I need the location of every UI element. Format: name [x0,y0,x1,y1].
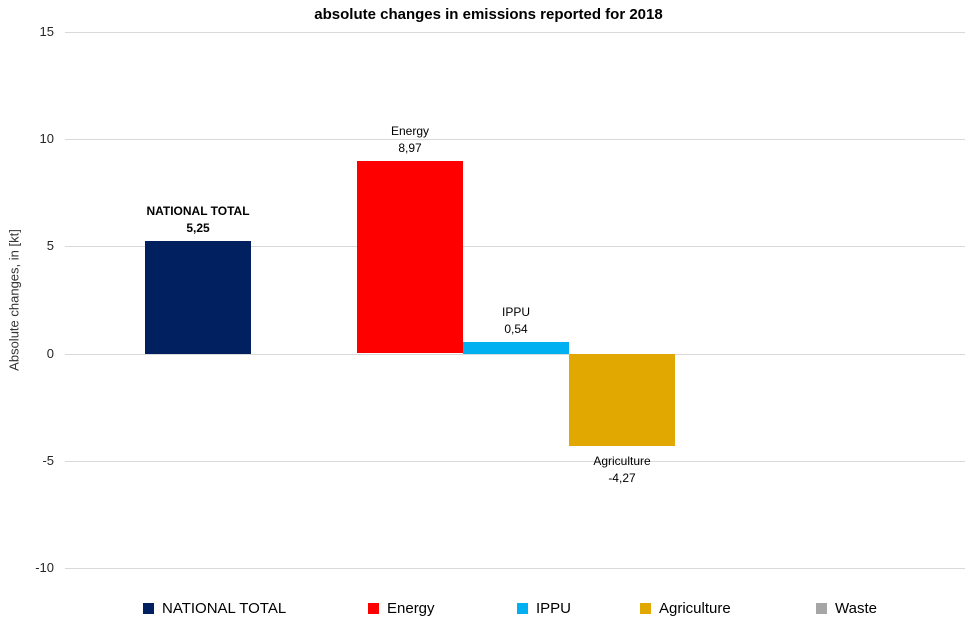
legend-item-waste: Waste [816,597,877,619]
legend-swatch-icon [517,602,528,614]
bar-ippu [463,342,569,354]
gridline-y10 [65,139,965,140]
y-tick-label: -10 [35,560,54,575]
bar-agriculture [569,354,675,446]
bar-national-total [145,241,251,354]
y-tick-label: 15 [39,24,54,39]
bar-label-2: IPPU 0,54 [416,304,616,338]
bar-category-label: Energy [390,124,430,138]
gridline-y15 [65,32,965,33]
legend-item-ippu: IPPU [517,597,571,619]
gridline-y-10 [65,568,965,569]
gridline-y5 [65,246,965,247]
y-tick-label: 10 [39,131,54,146]
gridline-y-5 [65,461,965,462]
legend-swatch-icon [143,602,154,614]
bar-value-label: 8,97 [398,141,422,155]
legend-label: Energy [387,599,435,617]
legend-label: Waste [835,599,877,617]
bar-value-label: 5,25 [186,221,210,235]
y-tick-label: -5 [42,453,54,468]
bar-category-label: NATIONAL TOTAL [146,204,250,218]
gridline-y0 [65,354,965,355]
bar-energy [357,161,463,353]
legend-label: NATIONAL TOTAL [162,599,287,617]
bar-value-label: -4,27 [608,471,636,485]
legend-item-energy: Energy [368,597,435,619]
legend-swatch-icon [368,602,379,614]
y-tick-label: 0 [46,346,54,361]
legend-label: Agriculture [659,599,731,617]
bar-category-label: IPPU [501,305,530,319]
legend-swatch-icon [816,602,827,614]
legend-swatch-icon [640,602,651,614]
bar-label-3: Agriculture -4,27 [522,453,722,487]
legend-item-agriculture: Agriculture [640,597,731,619]
bar-value-label: 0,54 [504,322,528,336]
y-tick-label: 5 [46,238,54,253]
bar-label-1: Energy 8,97 [310,123,510,157]
bar-category-label: Agriculture [593,454,651,468]
legend-item-national-total: NATIONAL TOTAL [143,597,286,619]
chart-title: absolute changes in emissions reported f… [314,6,663,23]
legend-label: IPPU [536,599,572,617]
bar-label-0: NATIONAL TOTAL 5,25 [98,203,298,237]
